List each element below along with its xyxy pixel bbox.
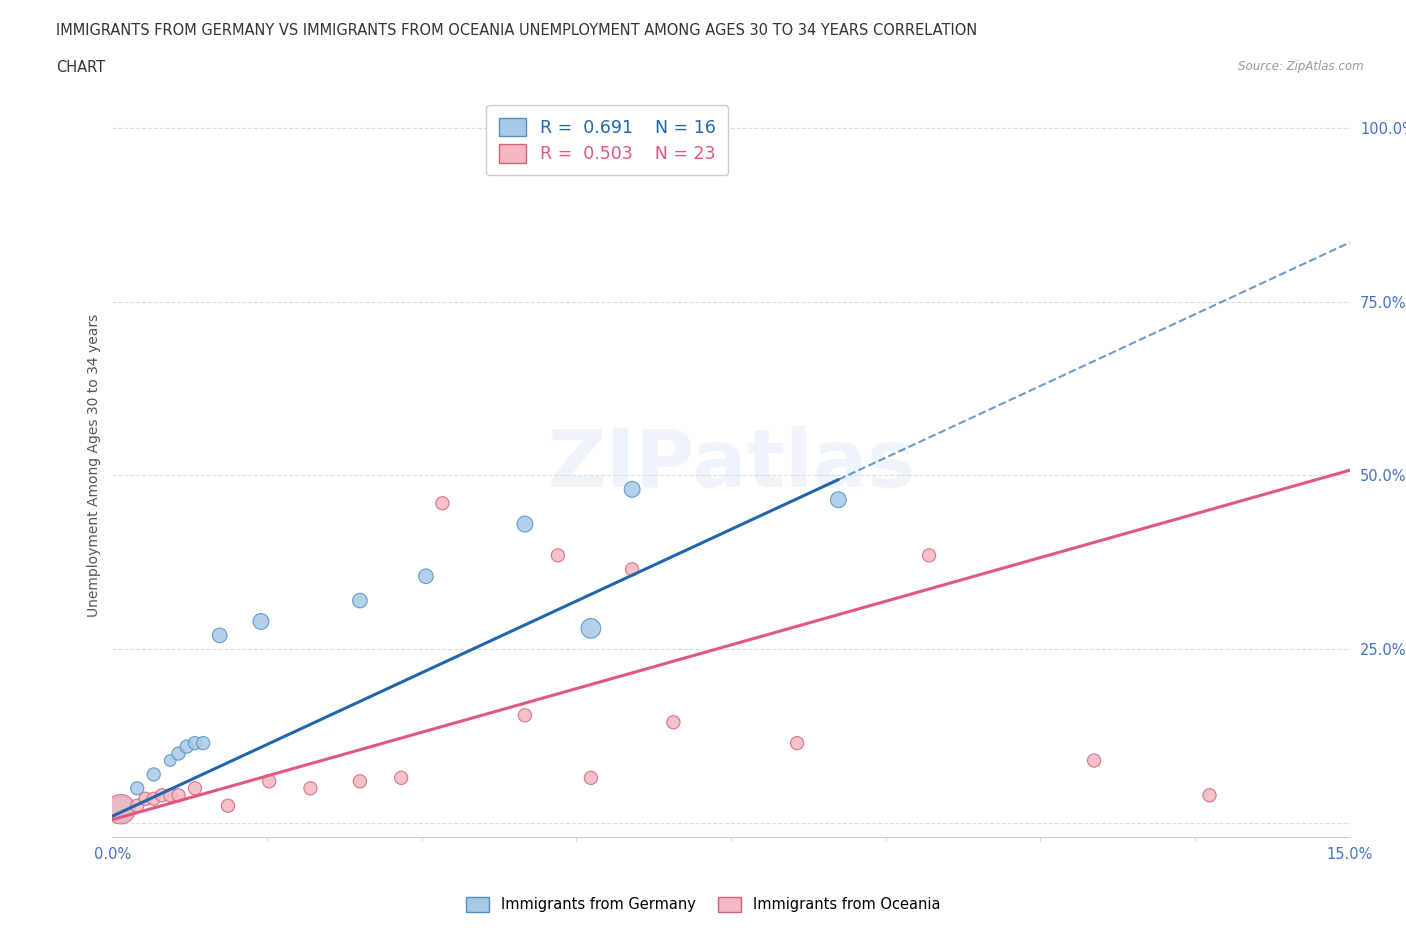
- Point: [184, 781, 207, 796]
- Point: [159, 788, 181, 803]
- Point: [389, 770, 412, 785]
- Point: [127, 781, 149, 796]
- Point: [208, 628, 231, 643]
- Point: [918, 548, 941, 563]
- Point: [662, 715, 685, 730]
- Point: [110, 802, 132, 817]
- Text: ZIPatlas: ZIPatlas: [547, 426, 915, 504]
- Point: [579, 621, 602, 636]
- Text: Source: ZipAtlas.com: Source: ZipAtlas.com: [1239, 60, 1364, 73]
- Point: [217, 798, 239, 813]
- Point: [432, 496, 454, 511]
- Point: [827, 492, 849, 507]
- Point: [257, 774, 280, 789]
- Point: [695, 120, 717, 135]
- Point: [513, 517, 536, 532]
- Text: IMMIGRANTS FROM GERMANY VS IMMIGRANTS FROM OCEANIA UNEMPLOYMENT AMONG AGES 30 TO: IMMIGRANTS FROM GERMANY VS IMMIGRANTS FR…: [56, 23, 977, 38]
- Point: [167, 746, 190, 761]
- Legend: Immigrants from Germany, Immigrants from Oceania: Immigrants from Germany, Immigrants from…: [460, 891, 946, 918]
- Point: [250, 614, 273, 629]
- Point: [621, 482, 644, 497]
- Point: [579, 770, 602, 785]
- Point: [184, 736, 207, 751]
- Point: [786, 736, 808, 751]
- Point: [167, 788, 190, 803]
- Point: [349, 593, 371, 608]
- Point: [159, 753, 181, 768]
- Point: [134, 791, 156, 806]
- Point: [547, 548, 569, 563]
- Point: [110, 802, 132, 817]
- Point: [1198, 788, 1220, 803]
- Point: [127, 798, 149, 813]
- Legend: R =  0.691    N = 16, R =  0.503    N = 23: R = 0.691 N = 16, R = 0.503 N = 23: [486, 105, 728, 175]
- Text: CHART: CHART: [56, 60, 105, 75]
- Point: [142, 791, 165, 806]
- Point: [193, 736, 215, 751]
- Y-axis label: Unemployment Among Ages 30 to 34 years: Unemployment Among Ages 30 to 34 years: [87, 313, 101, 617]
- Point: [513, 708, 536, 723]
- Point: [150, 788, 173, 803]
- Point: [349, 774, 371, 789]
- Point: [1083, 753, 1105, 768]
- Point: [415, 569, 437, 584]
- Point: [176, 739, 198, 754]
- Point: [142, 767, 165, 782]
- Point: [299, 781, 322, 796]
- Point: [621, 562, 644, 577]
